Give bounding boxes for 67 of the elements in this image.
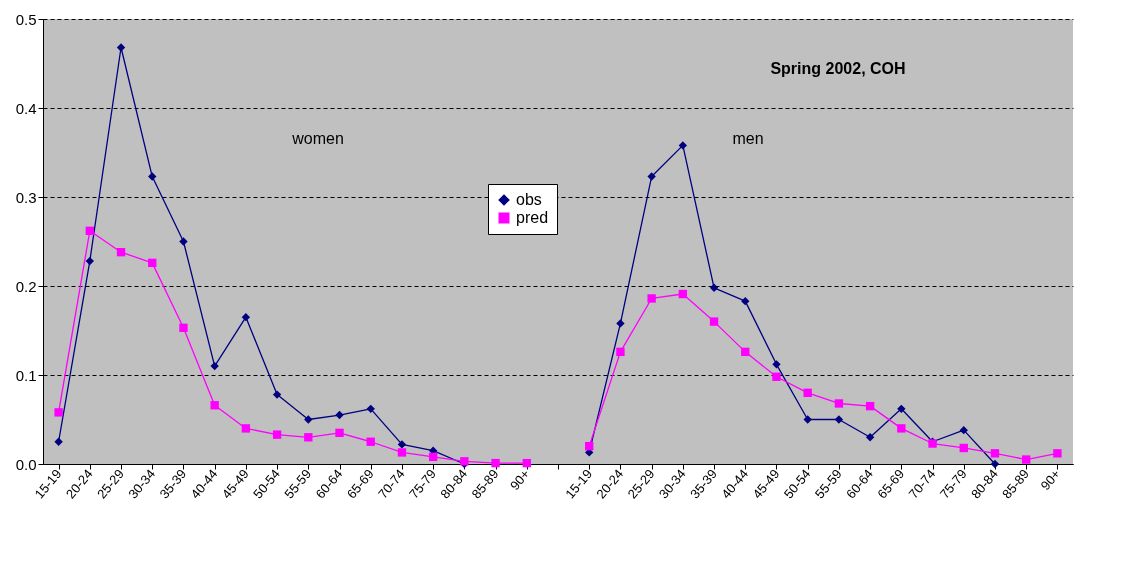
point	[897, 404, 906, 413]
point	[959, 443, 968, 453]
annotation: women	[291, 130, 344, 147]
point	[210, 361, 219, 371]
x-tick-label: 90+	[506, 466, 533, 493]
point	[491, 458, 500, 468]
point	[116, 43, 126, 52]
point	[678, 141, 688, 150]
point	[54, 437, 63, 446]
y-tick-label: 0.1	[15, 366, 37, 384]
annotation: men	[732, 130, 764, 147]
point	[834, 399, 844, 408]
point	[865, 433, 875, 442]
point	[709, 283, 719, 292]
point	[116, 248, 126, 257]
point	[397, 440, 407, 449]
point	[1022, 455, 1031, 464]
point	[678, 289, 688, 299]
point	[148, 172, 157, 181]
point	[272, 430, 282, 439]
point	[148, 258, 157, 268]
point	[990, 459, 1000, 469]
point	[772, 360, 781, 369]
point	[85, 226, 94, 235]
point	[772, 372, 781, 381]
point	[709, 317, 719, 326]
point	[241, 312, 251, 322]
point	[335, 428, 344, 438]
point	[210, 401, 219, 410]
point	[304, 433, 313, 442]
legend-label: pred	[516, 209, 549, 226]
point	[959, 426, 968, 435]
y-tick-label: 0.5	[15, 10, 37, 28]
point	[179, 323, 188, 333]
point	[397, 448, 407, 457]
point	[897, 424, 906, 433]
point	[647, 172, 656, 181]
point	[179, 237, 188, 246]
point	[366, 404, 375, 413]
point	[522, 458, 531, 468]
point	[54, 408, 63, 417]
point	[741, 347, 750, 357]
point	[803, 388, 812, 397]
text: Spring 2002, COH	[770, 60, 906, 77]
point	[834, 415, 844, 424]
y-tick-label: 0.4	[15, 99, 37, 117]
y-tick-label: 0.3	[15, 188, 37, 206]
y-tick-label: 0.2	[15, 277, 37, 295]
point	[990, 449, 1000, 458]
point	[1053, 449, 1062, 458]
point	[428, 452, 438, 462]
point	[241, 424, 251, 433]
point	[335, 410, 344, 420]
point	[585, 442, 594, 451]
point	[304, 415, 313, 424]
y-tick-label: 0.0	[15, 455, 37, 473]
point	[647, 294, 656, 303]
point	[272, 390, 282, 399]
point	[865, 401, 875, 411]
point	[616, 319, 625, 328]
legend-label: obs	[516, 191, 542, 208]
point	[803, 415, 812, 424]
point	[741, 296, 750, 306]
point	[366, 437, 375, 446]
point	[85, 256, 94, 266]
point	[616, 347, 625, 357]
x-tick-label: 90+	[1037, 466, 1064, 493]
